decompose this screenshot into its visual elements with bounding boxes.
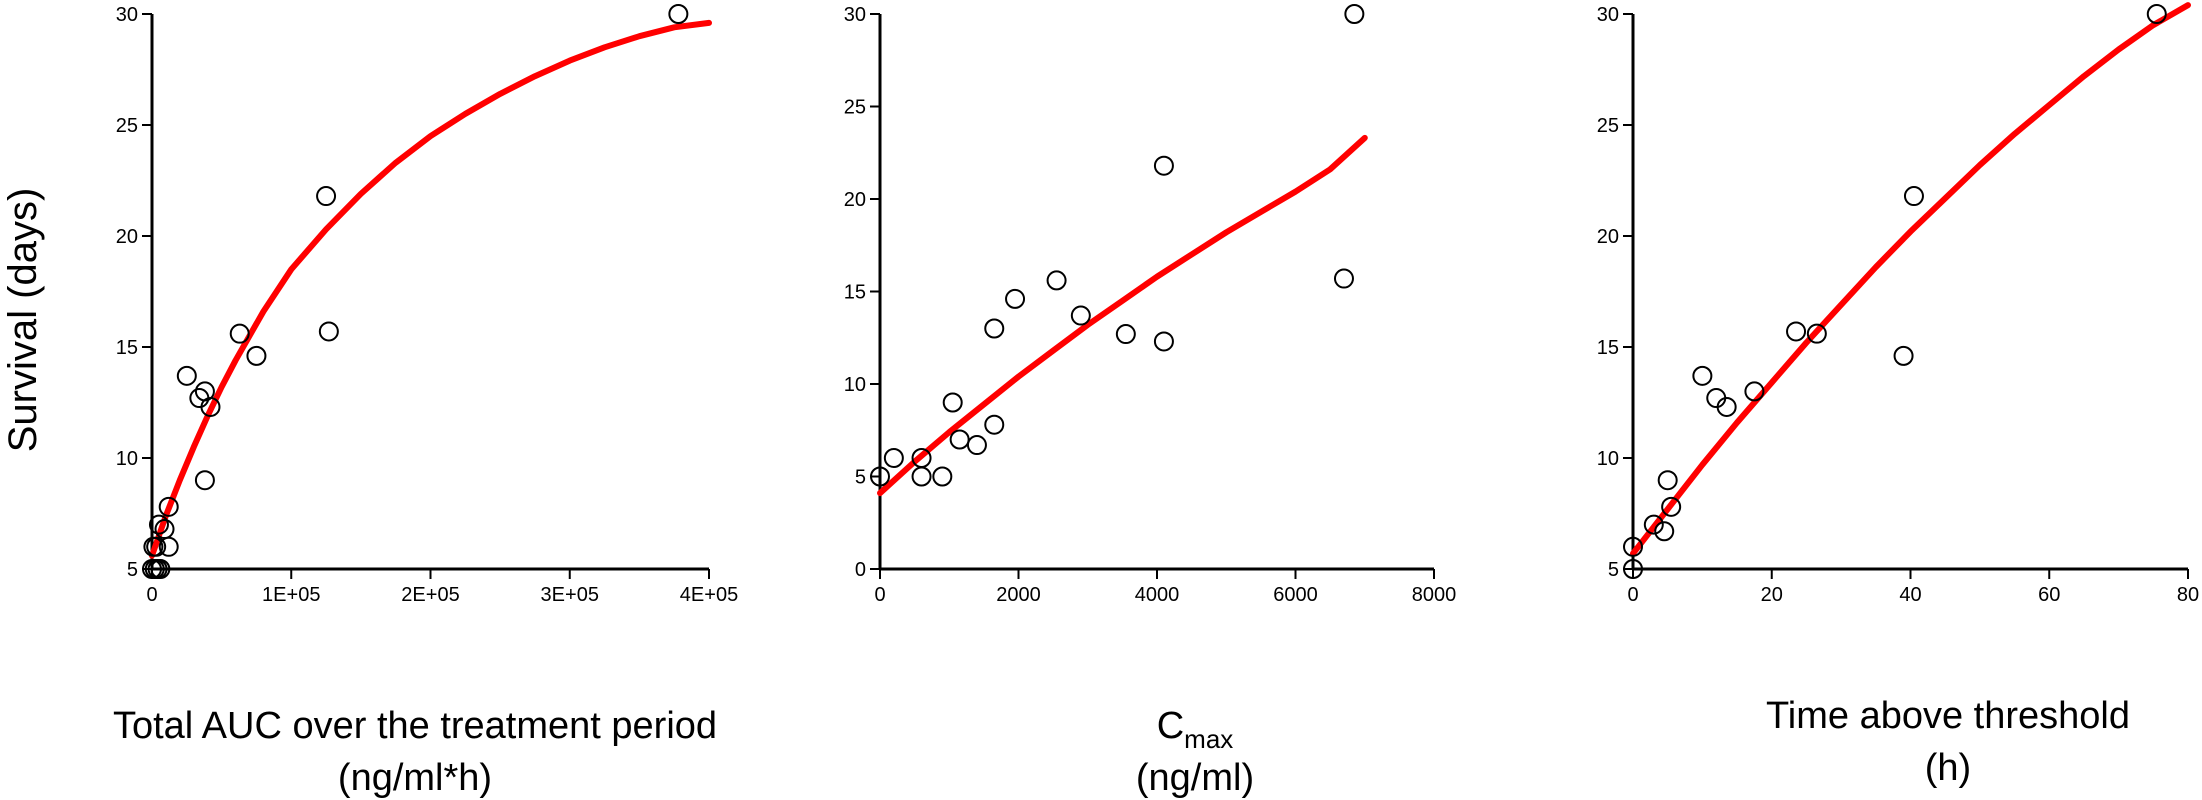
x-tick-label-auc: 0 (146, 584, 157, 606)
data-point-cmax (966, 435, 987, 456)
data-point-time (1744, 381, 1765, 402)
data-point-auc (318, 321, 339, 342)
x-tick-label-auc: 1E+05 (262, 584, 320, 606)
x-tick-label-time: 40 (1899, 584, 1921, 606)
y-tick-label-time: 30 (1597, 4, 1619, 26)
y-tick-label-time: 10 (1597, 448, 1619, 470)
data-point-cmax (949, 429, 970, 450)
x-axis-title-time-line1: Time above threshold (1766, 695, 2130, 737)
panel-time-above-threshold: Time above threshold (h) 5 10 15 20 25 30 0 20 4… (1597, 2, 2199, 789)
y-tick-label-auc: 10 (116, 448, 138, 470)
data-point-auc (194, 470, 215, 491)
data-point-cmax (1115, 324, 1136, 345)
x-axis-title-auc-line1: Total AUC over the treatment period (113, 705, 717, 747)
data-point-cmax (883, 448, 904, 468)
data-point-time (1654, 521, 1675, 542)
y-tick-label-cmax: 20 (844, 189, 866, 211)
y-tick-label-cmax: 15 (844, 282, 866, 304)
x-tick-label-time: 0 (1627, 584, 1638, 606)
data-point-cmax (870, 466, 890, 487)
x-tick-label-auc: 4E+05 (680, 584, 738, 606)
data-point-time (1903, 186, 1924, 207)
data-point-cmax (911, 466, 932, 487)
x-tick-label-auc: 2E+05 (401, 584, 459, 606)
x-tick-label-cmax: 2000 (996, 584, 1041, 606)
data-point-time (1893, 345, 1914, 366)
x-tick-label-time: 80 (2177, 584, 2199, 606)
y-tick-label-auc: 20 (116, 226, 138, 248)
x-tick-label-cmax: 8000 (1412, 584, 1457, 606)
y-tick-label-auc: 15 (116, 337, 138, 359)
data-point-cmax (1153, 155, 1174, 176)
y-tick-label-time: 15 (1597, 337, 1619, 359)
data-point-auc (200, 396, 221, 417)
fit-curve-auc (149, 19, 712, 559)
panel-auc: Total AUC over the treatment period (ng/… (113, 4, 738, 799)
y-tick-label-cmax: 30 (844, 4, 866, 26)
data-point-auc (158, 536, 179, 557)
data-point-cmax (932, 466, 953, 487)
x-tick-label-cmax: 6000 (1273, 584, 1318, 606)
data-point-time (2146, 4, 2167, 24)
data-point-auc (229, 323, 250, 344)
y-tick-label-cmax: 5 (855, 467, 866, 489)
data-point-time (1692, 365, 1713, 386)
y-axis-title: Survival (days) (1, 188, 45, 453)
fit-curve-time (1630, 2, 2191, 557)
x-axis-title-time-line2: (h) (1925, 747, 1971, 789)
data-point-time (1623, 559, 1643, 579)
data-point-cmax (1005, 288, 1026, 309)
y-tick-label-auc: 5 (127, 559, 138, 581)
data-point-auc (246, 345, 267, 366)
data-point-auc (148, 514, 169, 535)
x-axis-title-cmax-main: C (1157, 705, 1184, 747)
data-point-auc (146, 536, 167, 557)
data-point-time (1623, 536, 1643, 557)
data-point-auc (176, 365, 197, 386)
x-axis-title-auc-line2: (ng/ml*h) (338, 757, 492, 799)
data-point-cmax (1344, 4, 1365, 24)
data-point-time (1786, 321, 1807, 342)
x-axis-title-cmax-subscript: max (1184, 724, 1233, 754)
data-point-cmax (984, 414, 1005, 435)
data-point-time (1643, 514, 1664, 535)
data-point-auc (150, 559, 171, 579)
data-point-cmax (1070, 305, 1091, 326)
y-tick-label-cmax: 25 (844, 97, 866, 119)
data-point-auc (668, 4, 689, 24)
y-tick-label-cmax: 10 (844, 374, 866, 396)
x-axis-title-cmax-line1: Cmax (1157, 705, 1234, 754)
y-tick-label-time: 20 (1597, 226, 1619, 248)
fit-curve-cmax (877, 134, 1368, 497)
data-point-time (1657, 470, 1678, 491)
x-tick-label-time: 60 (2038, 584, 2060, 606)
x-axis-title-cmax-line2: (ng/ml) (1136, 757, 1254, 799)
data-point-time (1716, 396, 1737, 417)
y-tick-label-auc: 30 (116, 4, 138, 26)
x-tick-label-time: 20 (1761, 584, 1783, 606)
y-tick-label-time: 25 (1597, 115, 1619, 137)
data-point-time (1806, 323, 1827, 344)
x-tick-label-auc: 3E+05 (541, 584, 599, 606)
data-point-cmax (942, 392, 963, 413)
data-point-cmax (1333, 268, 1354, 289)
data-point-time (1661, 496, 1682, 517)
data-point-cmax (1153, 331, 1174, 352)
data-point-auc (158, 496, 179, 517)
x-tick-label-cmax: 0 (874, 584, 885, 606)
y-tick-label-cmax: 0 (855, 559, 866, 581)
data-point-cmax (1046, 270, 1067, 291)
y-tick-label-auc: 25 (116, 115, 138, 137)
x-tick-label-cmax: 4000 (1135, 584, 1180, 606)
panel-cmax: Cmax (ng/ml) 0 5 10 15 20 25 30 0 2000 4000 6000 80… (844, 4, 1457, 799)
data-point-auc (316, 186, 337, 207)
data-point-cmax (984, 318, 1005, 339)
y-tick-label-time: 5 (1608, 559, 1619, 581)
